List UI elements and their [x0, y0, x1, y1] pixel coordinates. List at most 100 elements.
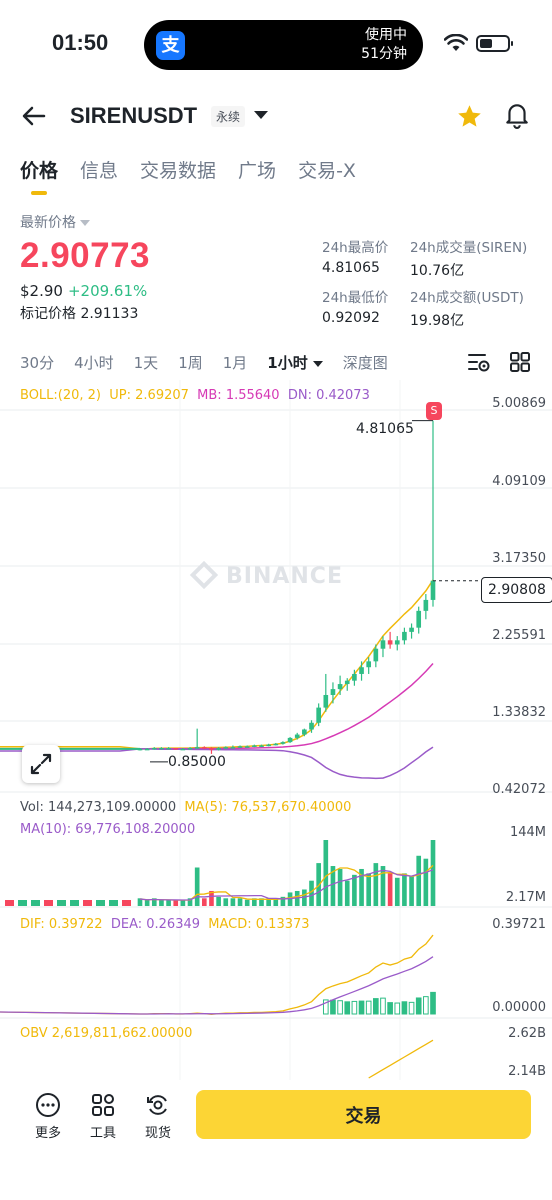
last-price-label[interactable]: 最新价格: [20, 212, 150, 232]
usd-price: $2.90: [20, 282, 63, 300]
trade-button[interactable]: 交易: [196, 1090, 531, 1139]
candle: [201, 747, 207, 749]
volume-bar: [187, 898, 193, 906]
indicator-settings-icon[interactable]: [467, 351, 491, 373]
candle: [316, 707, 321, 723]
candle: [244, 746, 250, 748]
candle: [409, 627, 414, 632]
bell-icon[interactable]: [504, 101, 530, 129]
stat-volume-value: 10.76亿: [410, 263, 465, 279]
s-signal-badge[interactable]: S: [426, 402, 442, 420]
boll-mb: MB: 1.55640: [197, 388, 280, 403]
tab-trading-data[interactable]: 交易数据: [140, 160, 217, 182]
boll-legend[interactable]: BOLL:(20, 2) UP: 2.69207 MB: 1.55640 DN:…: [20, 388, 370, 403]
dynamic-island[interactable]: 支 使用中 51分钟: [144, 20, 423, 70]
volume-bar: [287, 892, 293, 906]
volume-bar: [44, 900, 53, 906]
volume-bar: [237, 898, 243, 906]
candle: [302, 729, 307, 735]
volume-bar: [359, 868, 364, 906]
back-arrow-icon[interactable]: [20, 102, 48, 130]
price-axis-tick: 2.25591: [492, 628, 546, 643]
macd-dea-line: [0, 956, 434, 1015]
kline-chart[interactable]: BOLL:(20, 2) UP: 2.69207 MB: 1.55640 DN:…: [0, 380, 552, 1080]
tab-trade-x[interactable]: 交易-X: [298, 160, 356, 182]
interval-30m[interactable]: 30分: [20, 354, 55, 372]
volume-bar: [31, 900, 40, 906]
island-line-1: 使用中: [365, 27, 407, 43]
volume-bar: [159, 899, 164, 906]
header: SIRENUSDT 永续: [0, 95, 552, 139]
stat-amount-label: 24h成交额(USDT): [410, 290, 524, 306]
volume-legend[interactable]: Vol: 144,273,109.00000 MA(5): 76,537,670…: [20, 800, 351, 815]
candle: [366, 661, 372, 668]
tab-price[interactable]: 价格: [20, 156, 58, 195]
obv-line: [368, 1039, 434, 1079]
obv-legend[interactable]: OBV 2,619,811,662.00000: [20, 1026, 192, 1041]
interval-selector: 30分 4小时 1天 1周 1月 1小时 深度图: [20, 352, 388, 373]
chevron-down-icon: [312, 360, 323, 367]
volume-bar: [151, 898, 157, 906]
volume-bar: [387, 873, 393, 906]
volume-ma10-line: [139, 869, 434, 901]
stat-amount-value: 19.98亿: [410, 313, 465, 329]
volume-bar: [409, 876, 414, 906]
price-summary: 最新价格 2.90773 $2.90 +209.61% 标记价格 2.91133: [20, 212, 150, 323]
candle: [359, 667, 364, 674]
macd-hist-bar: [358, 1000, 365, 1015]
obv-panel: [368, 1039, 434, 1079]
change-percent: +209.61%: [67, 282, 148, 300]
tools-button[interactable]: 工具: [83, 1092, 123, 1141]
volume-bar: [244, 899, 250, 906]
volume-ma5: MA(5): 76,537,670.40000: [184, 800, 352, 815]
interval-1mo[interactable]: 1月: [222, 354, 248, 372]
tab-info[interactable]: 信息: [80, 160, 119, 182]
volume-bar: [70, 900, 79, 906]
symbol-title[interactable]: SIRENUSDT: [70, 103, 198, 128]
boll-dn: DN: 0.42073: [287, 388, 370, 403]
volume-axis-tick: 144M: [509, 825, 546, 840]
candle: [259, 745, 264, 747]
macd-hist-bar: [365, 1000, 372, 1015]
macd-legend[interactable]: DIF: 0.39722 DEA: 0.26349 MACD: 0.13373: [20, 917, 310, 932]
candle: [423, 599, 429, 611]
obv-axis-tick: 2.14B: [508, 1064, 546, 1079]
macd-hist-bar: [401, 1001, 408, 1015]
candle: [137, 748, 143, 751]
candle: [216, 747, 221, 750]
tools-grid-icon: [92, 1094, 114, 1116]
macd-axis-tick: 0.00000: [492, 1000, 546, 1015]
volume-bar: [323, 840, 329, 906]
tab-square[interactable]: 广场: [238, 160, 277, 182]
interval-1w[interactable]: 1周: [178, 354, 203, 372]
volume-bars: [5, 840, 436, 906]
chart-grid: [0, 380, 552, 1080]
chart-canvas[interactable]: [0, 380, 552, 1080]
stat-volume-label: 24h成交量(SIREN): [410, 240, 528, 256]
candle: [373, 648, 379, 662]
alipay-app-icon: 支: [156, 31, 185, 60]
candle: [323, 694, 329, 708]
star-icon[interactable]: [456, 103, 483, 130]
spot-button[interactable]: 现货: [138, 1092, 178, 1141]
fullscreen-button[interactable]: [22, 745, 60, 783]
macd-panel: [0, 934, 436, 1016]
interval-1d[interactable]: 1天: [133, 354, 159, 372]
candle: [252, 745, 257, 747]
candle: [309, 722, 314, 730]
volume-bar: [337, 868, 343, 906]
interval-4h[interactable]: 4小时: [74, 354, 114, 372]
interval-selected[interactable]: 1小时: [267, 352, 323, 373]
boll-params: BOLL:(20, 2): [20, 388, 102, 403]
current-price-tag[interactable]: 2.90808: [481, 577, 552, 603]
depth-chart-tab[interactable]: 深度图: [342, 354, 388, 372]
stat-low-value: 0.92092: [322, 310, 380, 326]
more-button[interactable]: 更多: [28, 1092, 68, 1141]
chevron-down-icon[interactable]: [254, 111, 268, 119]
dropdown-triangle-icon: [80, 220, 90, 226]
spot-swap-icon: [147, 1095, 167, 1115]
macd-hist-bar: [423, 996, 429, 1015]
volume-bar: [309, 880, 314, 906]
macd-hist-bar: [322, 999, 329, 1015]
layout-grid-icon[interactable]: [510, 352, 530, 372]
